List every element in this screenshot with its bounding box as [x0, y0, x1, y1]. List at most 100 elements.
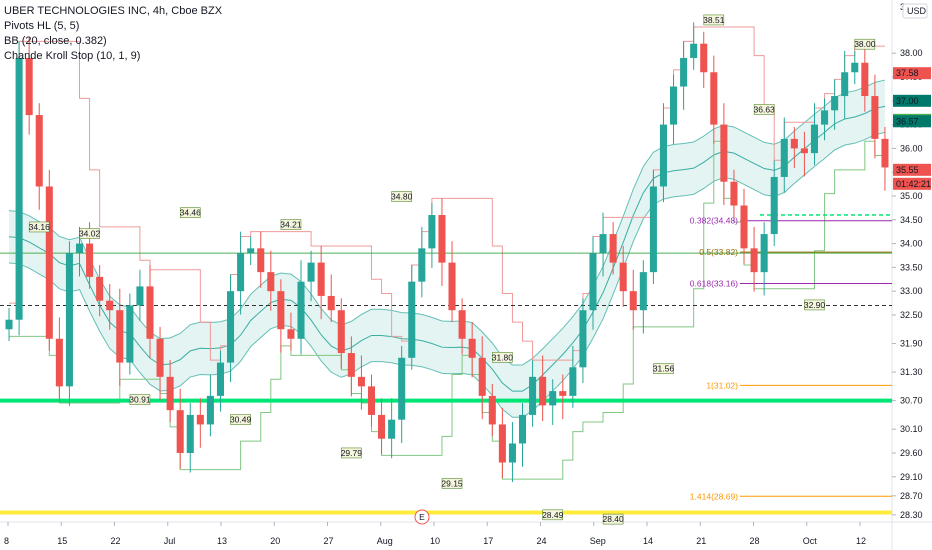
x-tick-label: 15: [57, 536, 67, 546]
indicator-pivots[interactable]: Pivots HL (5, 5): [4, 20, 80, 32]
pivot-label: 29.15: [441, 478, 463, 488]
candle-body: [478, 357, 486, 396]
candle-body: [680, 57, 688, 87]
candle-body: [25, 57, 33, 116]
pivot-label-box: [753, 104, 775, 115]
candles: [5, 22, 889, 483]
pivot-label-box: [542, 509, 564, 521]
x-tick-label: Oct: [803, 536, 818, 546]
candle-body: [106, 300, 114, 311]
pivot-label: 36.63: [754, 104, 776, 114]
pivot-label-box: [230, 414, 251, 425]
candle-body: [760, 234, 768, 273]
candle-body: [518, 414, 527, 444]
candle-body: [347, 353, 355, 377]
candle-body: [146, 286, 154, 339]
y-tick-label: 31.30: [900, 367, 923, 377]
candle-body: [810, 124, 819, 154]
fib-level-label: 1(31.02): [706, 380, 738, 390]
candle-body: [599, 234, 607, 254]
y-tick-label: 28.70: [900, 491, 923, 501]
candle-body: [700, 43, 708, 73]
pivot-label-box: [492, 351, 513, 363]
pivot-label: 28.40: [602, 514, 624, 524]
candle-body: [408, 281, 416, 358]
candle-body: [196, 414, 204, 425]
pivot-label: 31.56: [653, 364, 675, 374]
candle-body: [821, 110, 829, 125]
fib-level-label: 0.618(33.16): [690, 279, 738, 289]
x-tick-label: 13: [217, 536, 227, 546]
y-tick-label: 34.00: [900, 239, 923, 249]
price-tag-box: [893, 163, 931, 176]
candle-body: [287, 329, 295, 339]
candle-body: [670, 86, 678, 125]
candle-body: [710, 72, 718, 125]
candle-body: [569, 367, 577, 396]
candle-body: [659, 124, 667, 187]
y-tick-label: 33.00: [900, 286, 923, 296]
candle-body: [619, 262, 627, 292]
y-tick-label: 28.30: [900, 510, 923, 520]
y-tick-label: 33.50: [900, 262, 923, 272]
candle-body: [458, 310, 466, 339]
bb-lo-line: [8, 131, 886, 418]
bb-up-line: [8, 79, 886, 366]
y-tick-label: 36.00: [900, 143, 923, 153]
pivot-label-box: [28, 221, 50, 233]
chart-legend: UBER TECHNOLOGIES INC, 4h, Cboe BZX Pivo…: [4, 4, 222, 64]
candle-body: [549, 391, 557, 406]
pivot-label: 34.80: [391, 192, 413, 202]
y-tick-label: 35.00: [900, 191, 923, 201]
pivot-label: 31.80: [492, 352, 514, 362]
candle-body: [649, 186, 657, 273]
candle-body: [740, 205, 748, 249]
x-tick-label: 21: [696, 536, 706, 546]
pivot-label: 32.90: [804, 300, 826, 310]
time-axis[interactable]: 8 15 22 Jul 13 20 27 Aug 10 17 24 Sep 14 21 28 Oct 12: [4, 522, 866, 546]
candle-body: [559, 391, 567, 396]
candle-body: [629, 291, 637, 311]
price-tag-label: 36.57: [896, 116, 919, 126]
candle-body: [45, 186, 53, 339]
candle-body: [790, 138, 798, 149]
pivot-label: 34.21: [280, 220, 302, 230]
symbol-header[interactable]: UBER TECHNOLOGIES INC, 4h, Cboe BZX: [4, 5, 223, 17]
candle-body: [327, 295, 335, 311]
candle-body: [730, 181, 738, 206]
candle-body: [378, 414, 386, 439]
indicator-chande[interactable]: Chande Kroll Stop (10, 1, 9): [4, 50, 141, 62]
x-tick-label: 24: [537, 536, 547, 546]
candle-body: [720, 124, 728, 182]
candle-body: [35, 115, 43, 187]
candle-body: [86, 243, 94, 277]
candle-body: [307, 262, 315, 282]
candle-body: [277, 291, 285, 330]
candle-body: [750, 248, 758, 273]
indicator-bb[interactable]: BB (20, close, 0.382): [4, 35, 107, 47]
candle-body: [186, 414, 194, 453]
x-tick-label: 27: [324, 536, 334, 546]
x-tick-label: 28: [750, 536, 760, 546]
pivot-label-box: [441, 478, 463, 489]
candle-body: [367, 386, 376, 415]
candle-body: [831, 96, 839, 111]
price-tag-label: 37.00: [896, 96, 919, 106]
candle-body: [337, 310, 345, 354]
y-tick-label: 30.70: [900, 396, 923, 406]
x-tick-label: Aug: [377, 536, 393, 546]
candle-body: [247, 248, 255, 254]
y-tick-label: 29.60: [900, 448, 923, 458]
candle-body: [780, 138, 788, 177]
candle-body: [5, 319, 13, 330]
candle-body: [398, 357, 406, 420]
pivot-label: 38.00: [854, 39, 876, 49]
candle-body: [428, 215, 436, 249]
y-tick-label: 30.10: [900, 424, 923, 434]
pivot-label-box: [341, 447, 362, 459]
candle-body: [841, 72, 849, 97]
candle-body: [579, 310, 587, 368]
